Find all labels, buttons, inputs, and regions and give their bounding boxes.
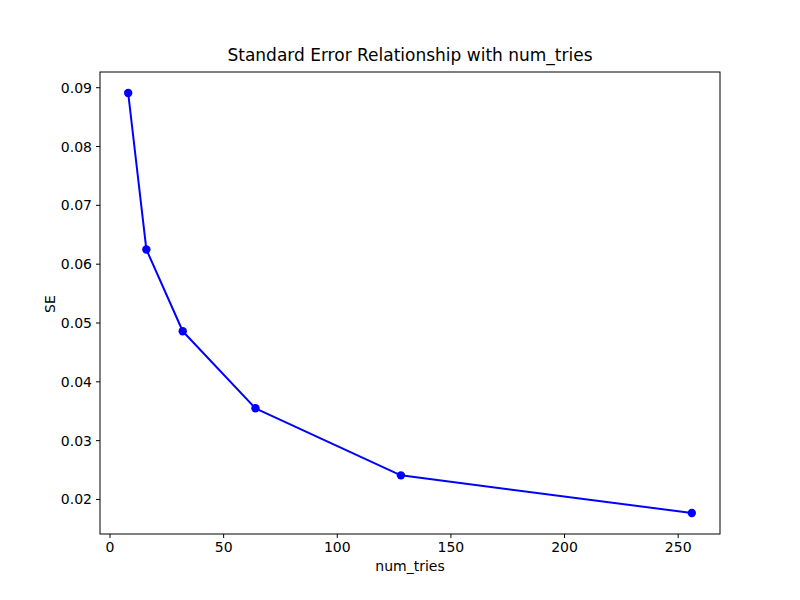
figure-canvas: 0 50 100 150 200 250 0.02 0.03 0.04 0.05 0.06 0.07 0… (0, 0, 800, 600)
plot-frame (100, 72, 720, 534)
x-tick-label: 250 (665, 539, 692, 555)
data-point (142, 245, 150, 253)
y-tick-label: 0.09 (61, 80, 92, 96)
y-tick-label: 0.03 (61, 433, 92, 449)
y-tick-label: 0.08 (61, 139, 92, 155)
x-tick-label: 50 (215, 539, 233, 555)
y-tick-label: 0.02 (61, 491, 92, 507)
x-tick-label: 200 (551, 539, 578, 555)
data-point (397, 471, 405, 479)
y-axis-label: SE (42, 0, 58, 600)
x-axis-label: num_tries (100, 558, 720, 574)
y-tick-label: 0.07 (61, 197, 92, 213)
data-point (251, 404, 259, 412)
data-line (128, 93, 692, 513)
data-point (124, 89, 132, 97)
data-point (688, 509, 696, 517)
x-tick-label: 0 (106, 539, 115, 555)
x-tick-label: 150 (438, 539, 465, 555)
y-tick-label: 0.04 (61, 374, 92, 390)
data-point (179, 327, 187, 335)
y-tick-label: 0.06 (61, 256, 92, 272)
y-tick-label: 0.05 (61, 315, 92, 331)
plot-area: 0 50 100 150 200 250 0.02 0.03 0.04 0.05 0.06 0.07 0… (0, 0, 800, 600)
x-tick-label: 100 (324, 539, 351, 555)
chart-title: Standard Error Relationship with num_tri… (100, 45, 720, 65)
